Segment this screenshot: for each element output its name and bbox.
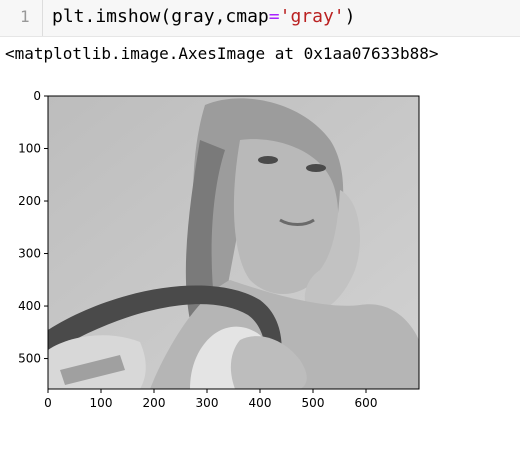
- code-open-paren: (: [160, 6, 172, 27]
- plot-area: 0 100 200 300 400 500 600 0 100 200 300 400 500: [0, 80, 520, 449]
- y-tick-label: 500: [18, 352, 41, 366]
- imshow-plot: 0 100 200 300 400 500 600 0 100 200 300 400 500: [18, 89, 420, 410]
- y-axis-ticks: 0 100 200 300 400 500: [18, 89, 48, 366]
- gutter-separator: [42, 0, 43, 36]
- x-tick-label: 600: [355, 396, 378, 410]
- x-tick-label: 300: [196, 396, 219, 410]
- x-tick-label: 200: [143, 396, 166, 410]
- y-tick-label: 100: [18, 142, 41, 156]
- code-cell[interactable]: 1 plt.imshow(gray,cmap='gray'): [0, 0, 520, 37]
- x-tick-label: 100: [90, 396, 113, 410]
- y-tick-label: 0: [33, 89, 41, 103]
- x-axis-ticks: 0 100 200 300 400 500 600: [44, 389, 377, 410]
- code-line[interactable]: plt.imshow(gray,cmap='gray'): [52, 6, 356, 27]
- y-tick-label: 200: [18, 194, 41, 208]
- code-eq: =: [268, 6, 280, 27]
- x-tick-label: 500: [302, 396, 325, 410]
- y-tick-label: 300: [18, 247, 41, 261]
- code-close-paren: ): [344, 6, 356, 27]
- code-string: 'gray': [279, 6, 345, 27]
- code-arg: gray: [171, 6, 215, 27]
- code-func: plt.imshow: [52, 6, 161, 27]
- code-kw: cmap: [225, 6, 269, 27]
- grayscale-portrait-image: [48, 96, 419, 389]
- y-tick-label: 400: [18, 299, 41, 313]
- x-tick-label: 400: [249, 396, 272, 410]
- axes-frame: [47, 95, 420, 390]
- code-comma: ,: [214, 6, 226, 27]
- cell-output-text: <matplotlib.image.AxesImage at 0x1aa0763…: [5, 44, 439, 63]
- x-tick-label: 0: [44, 396, 52, 410]
- line-number: 1: [20, 7, 30, 26]
